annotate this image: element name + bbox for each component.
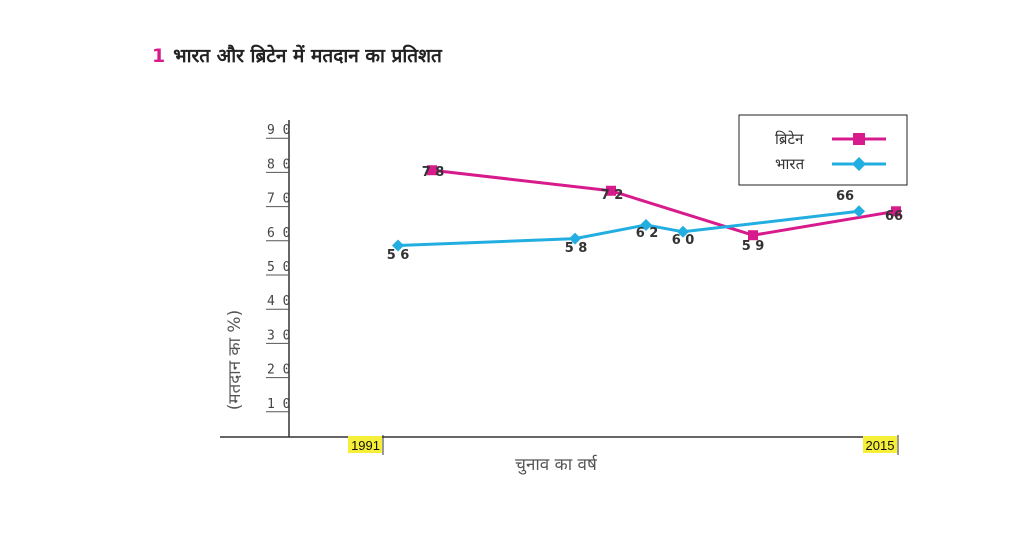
data-label: 7 8	[422, 165, 445, 180]
data-label: 5 6	[387, 248, 410, 263]
x-tick-label: 2015	[866, 438, 895, 453]
legend-marker	[852, 157, 866, 171]
data-labels: 7 8 7 2 5 9 66 5 6 5 8 6 2 6 0 66	[387, 165, 903, 263]
figure-number: 1	[152, 45, 166, 67]
y-tick-label: 7 0	[267, 192, 290, 207]
y-tick-label: 1 0	[267, 397, 290, 412]
data-point	[606, 185, 616, 196]
data-label: 66	[836, 189, 854, 204]
series-line-britain	[431, 168, 897, 237]
y-axis-ticks: 1 0 2 0 3 0 4 0 5 0 6 0 7 0 8 0 9 0	[266, 123, 290, 413]
y-tick-label: 6 0	[267, 226, 290, 241]
y-tick-label: 4 0	[267, 294, 290, 309]
chart-series	[392, 165, 901, 252]
data-point	[392, 239, 404, 252]
data-point	[427, 165, 437, 176]
data-label: 5 8	[565, 241, 588, 256]
y-tick-label: 5 0	[267, 260, 290, 275]
legend-marker	[853, 133, 865, 145]
chart-axes: 1991 2015	[220, 120, 899, 455]
x-tick-highlight	[348, 436, 382, 453]
chart-legend: ब्रिटेन भारत	[738, 114, 908, 186]
data-label: 6 2	[636, 226, 659, 241]
data-label: 7 2	[601, 188, 624, 203]
data-label: 5 9	[742, 239, 765, 254]
data-label: 66	[885, 209, 903, 224]
chart-title: 1 भारत और ब्रिटेन में मतदान का प्रतिशत	[152, 42, 442, 68]
data-point	[677, 225, 689, 238]
legend-box	[738, 114, 908, 186]
data-point	[640, 218, 652, 231]
data-point	[891, 206, 901, 217]
y-tick-label: 3 0	[267, 328, 290, 343]
y-tick-label: 2 0	[267, 363, 290, 378]
legend-label: ब्रिटेन	[775, 130, 804, 148]
data-point	[569, 232, 581, 245]
x-axis-label: चुनाव का वर्ष	[515, 454, 598, 475]
x-tick-highlight	[863, 436, 897, 453]
data-label: 6 0	[672, 233, 695, 248]
data-point	[748, 230, 758, 241]
x-tick-label: 1991	[351, 438, 380, 453]
y-axis-label: (मतदान का %)	[225, 310, 245, 410]
y-tick-label: 8 0	[267, 157, 290, 172]
y-tick-label: 9 0	[267, 123, 290, 138]
data-point	[853, 205, 865, 218]
figure-title-text: भारत और ब्रिटेन में मतदान का प्रतिशत	[173, 45, 442, 67]
legend-label: भारत	[775, 155, 805, 173]
